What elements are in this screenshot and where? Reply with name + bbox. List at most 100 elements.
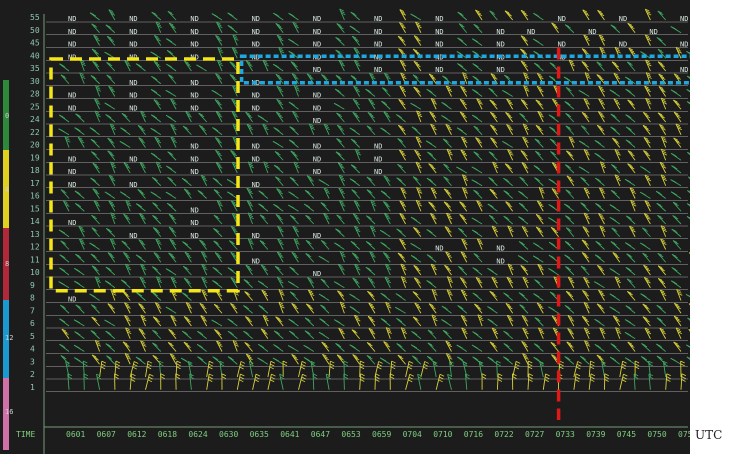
wind-barb	[206, 360, 214, 378]
wind-barb	[383, 111, 391, 123]
wind-barb	[165, 114, 177, 123]
wind-barb	[182, 125, 192, 136]
wind-barb	[230, 149, 238, 161]
time-tick-label: 0727	[525, 430, 544, 439]
wind-barb	[278, 288, 285, 301]
wind-barb	[596, 74, 605, 85]
wind-barb	[170, 136, 177, 148]
wind-barb	[333, 281, 345, 289]
side-scale-band	[3, 378, 9, 450]
wind-barb	[671, 165, 682, 174]
wind-barb	[257, 115, 269, 123]
wind-barb	[400, 327, 407, 339]
wind-barb	[460, 149, 468, 161]
wind-barb	[598, 98, 605, 110]
no-data-label: ND	[313, 28, 321, 36]
wind-barb	[206, 373, 214, 390]
wind-barb	[291, 303, 299, 314]
wind-barb	[108, 174, 116, 186]
no-data-label: ND	[527, 28, 535, 36]
wind-barb	[105, 266, 116, 276]
wind-barb	[595, 240, 605, 250]
wind-barb	[445, 353, 453, 365]
wind-barb	[154, 302, 162, 314]
wind-barb	[538, 186, 545, 199]
no-data-label: ND	[68, 28, 76, 36]
wind-barb	[366, 342, 376, 352]
wind-barb	[519, 176, 529, 187]
wind-barb	[243, 305, 253, 314]
wind-barb	[522, 327, 529, 339]
wind-barb	[277, 225, 284, 237]
wind-barb	[89, 293, 100, 301]
wind-barb	[548, 114, 559, 123]
wind-barb	[298, 373, 307, 390]
wind-barb	[104, 102, 116, 110]
wind-barb	[303, 344, 315, 352]
wind-barb	[443, 163, 452, 174]
wind-barb	[643, 150, 651, 161]
no-data-label: ND	[435, 53, 443, 61]
wind-barb	[675, 123, 682, 135]
wind-barb	[507, 263, 514, 276]
wind-barb	[89, 127, 100, 136]
wind-barb	[489, 290, 498, 301]
wind-barb	[153, 35, 162, 46]
wind-barb	[139, 276, 147, 288]
wind-barb	[488, 177, 498, 187]
wind-barb	[431, 314, 438, 327]
wind-barb	[170, 276, 177, 288]
wind-barb	[580, 125, 590, 136]
wind-barb	[431, 288, 438, 301]
wind-barb	[273, 344, 284, 352]
wind-barb	[613, 72, 621, 84]
wind-barb	[140, 110, 147, 123]
wind-barb	[275, 316, 284, 327]
wind-barb	[609, 356, 621, 365]
wind-barb	[123, 213, 131, 225]
wind-barb	[138, 303, 146, 314]
wind-barb	[458, 266, 468, 276]
no-data-label: ND	[313, 104, 321, 112]
wind-barb	[413, 227, 422, 238]
wind-barb	[489, 341, 498, 352]
wind-barb	[581, 111, 590, 123]
wind-barb	[491, 327, 499, 339]
wind-barb	[568, 59, 576, 72]
wind-barb	[564, 24, 575, 34]
wind-barb	[292, 111, 299, 123]
wind-barb	[489, 10, 498, 21]
wind-barb	[442, 75, 452, 85]
wind-barb	[122, 290, 131, 301]
plot-canvas: 0481216555045403530282524222019181716151…	[3, 8, 690, 454]
wind-barb	[99, 360, 106, 378]
wind-barb	[336, 112, 345, 123]
wind-barb	[293, 238, 300, 250]
wind-barb	[166, 63, 177, 72]
no-data-label: ND	[129, 181, 137, 189]
wind-barb	[609, 204, 621, 212]
wind-barb	[567, 315, 575, 327]
wind-barb	[351, 189, 361, 199]
wind-barb	[273, 330, 284, 340]
side-scale-label: 16	[5, 408, 13, 416]
wind-barb	[215, 162, 223, 174]
wind-barb	[503, 215, 513, 225]
wind-barb	[520, 60, 529, 72]
wind-barb	[428, 303, 437, 314]
wind-barb	[365, 241, 376, 250]
wind-barb	[243, 279, 253, 289]
no-data-label: ND	[374, 155, 382, 163]
wind-barb	[288, 101, 299, 110]
wind-barb	[446, 289, 453, 301]
wind-barb	[288, 38, 299, 46]
wind-barb	[273, 164, 284, 174]
wind-barb	[168, 226, 177, 238]
wind-barb	[336, 354, 345, 365]
wind-barb	[578, 140, 590, 148]
no-data-label: ND	[129, 155, 137, 163]
no-data-label: ND	[252, 232, 260, 240]
wind-barb	[598, 34, 606, 46]
wind-barb	[430, 213, 437, 225]
wind-barb	[672, 240, 682, 250]
